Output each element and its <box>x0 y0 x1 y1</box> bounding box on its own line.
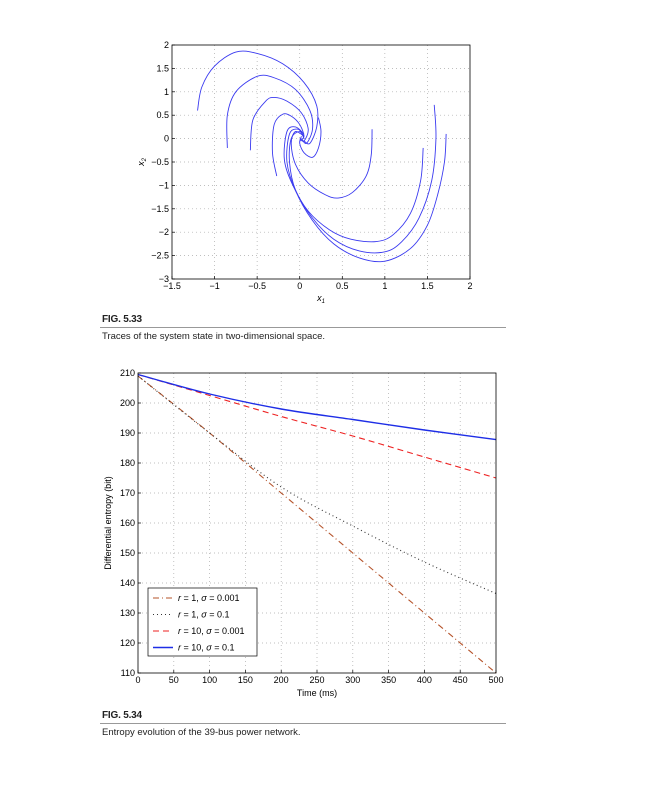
state-trace <box>271 113 305 177</box>
y-tick-label: −3 <box>159 274 169 284</box>
x-tick-label: 0.5 <box>336 281 349 291</box>
x-tick-label: 100 <box>202 675 217 685</box>
legend <box>147 587 258 657</box>
state-trace <box>283 126 424 243</box>
legend-label-part: r <box>178 593 182 603</box>
x-tick-label: 200 <box>274 675 289 685</box>
state-trace <box>290 129 373 199</box>
figure-caption: Traces of the system state in two-dimens… <box>102 331 325 342</box>
legend-label-part: σ <box>199 593 208 603</box>
legend-label-part: = 0.001 <box>207 593 240 603</box>
legend-label: r = 1, σ = 0.1 <box>178 610 229 620</box>
caption-divider <box>100 327 506 328</box>
x-tick-label: −1.5 <box>163 281 181 291</box>
legend-label: r = 10, σ = 0.001 <box>178 626 245 636</box>
x-tick-label: −1 <box>209 281 219 291</box>
x-tick-label: 500 <box>488 675 503 685</box>
axes-frame <box>137 372 497 674</box>
entropy-chart: 0 50 100 150 200 250 300 350 400 450 500 110 120 130 1… <box>103 368 504 698</box>
x-tick-label: 1 <box>382 281 387 291</box>
y-tick-label: 2 <box>164 40 169 50</box>
legend-label-part: r <box>178 643 182 653</box>
y-tick-label: 150 <box>120 548 135 558</box>
caption-divider <box>100 723 506 724</box>
x-tick-label: 2 <box>467 281 472 291</box>
axes-frame <box>171 44 471 280</box>
legend-label-part: = 1, <box>181 593 199 603</box>
legend-label-part: = 0.1 <box>207 610 230 620</box>
legend-label: r = 10, σ = 0.1 <box>178 643 235 653</box>
y-tick-label: 190 <box>120 428 135 438</box>
legend-label-part: r <box>178 626 182 636</box>
series-line <box>137 373 497 479</box>
y-tick-label: 110 <box>121 668 135 678</box>
figure-label: FIG. 5.33 <box>102 314 142 325</box>
state-trace <box>226 74 314 148</box>
figure-caption: Entropy evolution of the 39-bus power ne… <box>102 727 301 738</box>
y-tick-label: 160 <box>120 518 135 528</box>
x-tick-label: 1.5 <box>421 281 434 291</box>
x-tick-label: 0 <box>135 675 140 685</box>
phase-trace-chart: −1.5 −1 −0.5 0 0.5 1 1.5 2 −3 −2.5 −2 −1.5 −1 −0.5 0 0.… <box>136 40 473 305</box>
x-tick-label: 250 <box>309 675 324 685</box>
x-tick-label: 0 <box>297 281 302 291</box>
y-tick-label: 1 <box>164 87 169 97</box>
legend-label-part: = 0.001 <box>212 626 245 636</box>
y-axis-label: Differential entropy (bit) <box>103 476 113 569</box>
legend-label-part: σ <box>199 610 208 620</box>
legend-label-part: σ <box>204 626 213 636</box>
x-tick-label: −0.5 <box>248 281 266 291</box>
state-trace <box>299 117 322 158</box>
y-tick-label: −1.5 <box>151 204 169 214</box>
y-tick-label: 1.5 <box>156 63 169 73</box>
y-tick-label: 170 <box>120 488 135 498</box>
legend-label-part: σ <box>204 643 213 653</box>
series-line <box>137 373 497 441</box>
y-tick-label: 140 <box>120 578 135 588</box>
series-line <box>137 375 497 674</box>
legend-label-part: = 10, <box>181 643 204 653</box>
state-trace <box>197 50 319 145</box>
legend-label-part: r <box>178 610 182 620</box>
state-trace <box>286 104 437 254</box>
y-tick-label: 210 <box>120 368 135 378</box>
y-tick-label: 0 <box>164 134 169 144</box>
y-tick-label: 180 <box>120 458 135 468</box>
legend-label-part: = 0.1 <box>212 643 235 653</box>
y-tick-label: −0.5 <box>151 157 169 167</box>
x-tick-label: 400 <box>417 675 432 685</box>
x-tick-label: 300 <box>345 675 360 685</box>
y-tick-label: 200 <box>120 398 135 408</box>
x-tick-label: 50 <box>169 675 179 685</box>
y-tick-label: 120 <box>120 638 135 648</box>
x-tick-label: 150 <box>238 675 253 685</box>
x-tick-label: 350 <box>381 675 396 685</box>
y-tick-label: −2.5 <box>151 251 169 261</box>
state-trace <box>249 96 309 151</box>
x-axis-label: Time (ms) <box>297 688 337 698</box>
y-tick-label: −2 <box>159 227 169 237</box>
legend-label-part: = 1, <box>181 610 199 620</box>
x-tick-label: 450 <box>453 675 468 685</box>
legend-label: r = 1, σ = 0.001 <box>178 593 239 603</box>
y-tick-label: −1 <box>159 180 169 190</box>
y-tick-label: 0.5 <box>156 110 169 120</box>
state-trace <box>288 131 447 263</box>
legend-label-part: = 10, <box>181 626 204 636</box>
x-axis-label: x1 <box>316 293 325 305</box>
y-tick-label: 130 <box>120 608 135 618</box>
figure-label: FIG. 5.34 <box>102 710 142 721</box>
y-axis-label: x2 <box>136 157 148 167</box>
